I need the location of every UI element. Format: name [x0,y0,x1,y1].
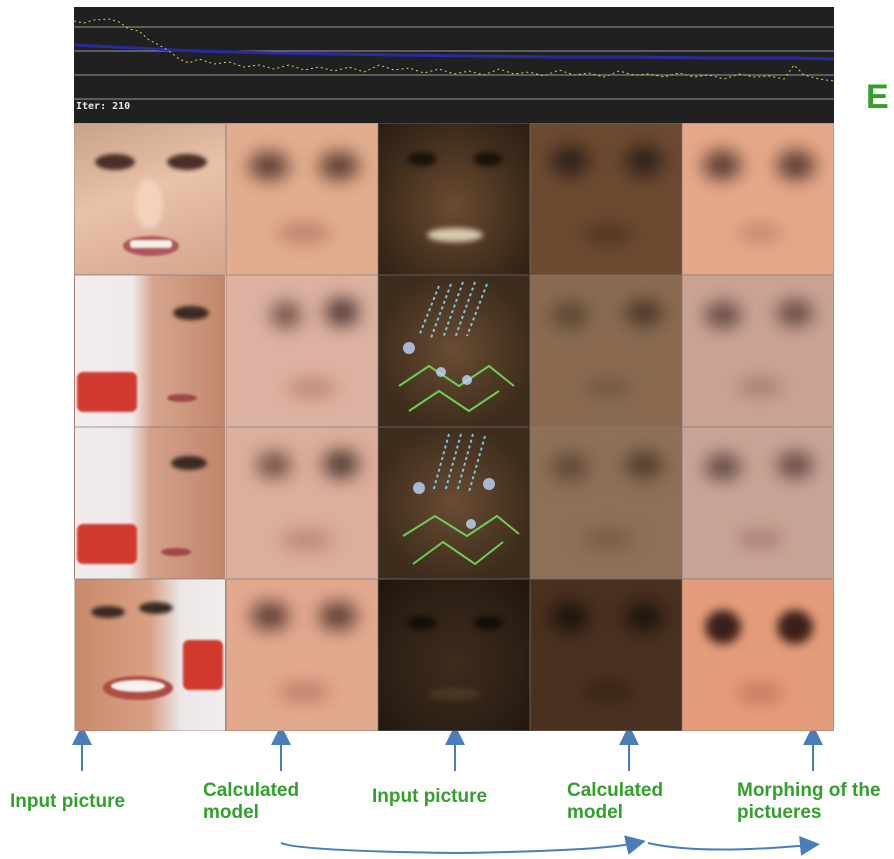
loss-yellow-curve [74,18,834,82]
calculated-model-2-row-2 [530,275,682,427]
training-plot: Iter: 210 [74,7,834,123]
plot-canvas [74,18,834,100]
face-comparison-grid [74,123,834,731]
input-photo-1-row-4 [74,579,226,731]
iteration-label: Iter: 210 [76,101,131,112]
annotation-arrows [72,731,823,856]
morph-result-row-3 [682,427,834,579]
morph-result-row-1 [682,123,834,275]
calculated-model-2-row-3 [530,427,682,579]
input-photo-2-row-2 [378,275,530,427]
input-photo-2-row-3 [378,427,530,579]
calculated-model-2-row-4 [530,579,682,731]
cropped-heading-letter: E [866,78,889,116]
caption-calculated-model-2: Calculated model [567,780,664,823]
calculated-model-1-row-1 [226,123,378,275]
input-photo-2-row-4 [378,579,530,731]
calculated-model-1-row-3 [226,427,378,579]
morph-result-row-4 [682,579,834,731]
input-photo-1-row-2 [74,275,226,427]
loss-blue-curve [74,43,834,61]
calculated-model-1-row-2 [226,275,378,427]
input-photo-2-row-1 [378,123,530,275]
calculated-model-1-row-4 [226,579,378,731]
face-mesh-overlay [402,433,520,566]
caption-input-picture-1: Input picture [10,791,126,812]
input-photo-1-row-1 [74,123,226,275]
caption-morphing: Morphing of the pictueres [737,780,881,823]
curved-arrow-model-to-morph [647,835,820,856]
calculated-model-2-row-1 [530,123,682,275]
face-mesh-overlay [398,281,515,413]
caption-input-picture-2: Input picture [372,786,488,807]
input-photo-1-row-3 [74,427,226,579]
curved-arrow-model-to-model [280,835,646,855]
morph-result-row-2 [682,275,834,427]
caption-calculated-model-1: Calculated model [203,780,300,823]
